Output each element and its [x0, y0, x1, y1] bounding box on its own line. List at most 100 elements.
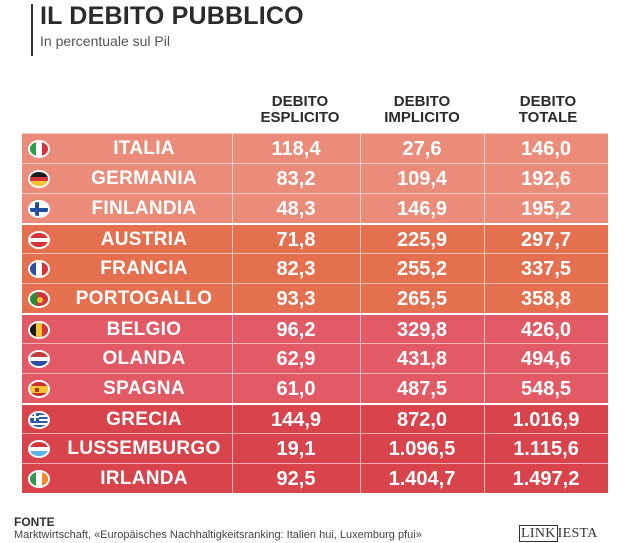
flag-cell — [22, 464, 56, 494]
debt-table: ITALIA 118,4 27,6 146,0 GERMANIA 83,2 109,4 192… — [22, 133, 608, 494]
column-divider — [484, 284, 485, 314]
country-name: IRLANDA — [100, 468, 188, 489]
column-divider — [360, 284, 361, 314]
value-totale: 146,0 — [520, 138, 572, 160]
table-row: SPAGNA 61,0 487,5 548,5 — [22, 373, 608, 404]
country-name: LUSSEMBURGO — [67, 438, 221, 459]
value-implicito: 1.404,7 — [388, 468, 456, 490]
flag-cell — [22, 254, 56, 284]
column-divider — [232, 225, 233, 255]
column-divider — [360, 434, 361, 464]
country-name: GRECIA — [106, 409, 182, 430]
value-totale: 494,6 — [520, 348, 572, 370]
value-esplicito: 96,2 — [276, 319, 316, 341]
column-divider — [360, 374, 361, 404]
flag-cell — [22, 405, 56, 435]
chart-title: IL DEBITO PUBBLICO — [40, 2, 304, 30]
column-divider — [484, 164, 485, 194]
value-totale: 426,0 — [520, 319, 572, 341]
value-esplicito: 48,3 — [276, 198, 316, 220]
column-divider — [232, 254, 233, 284]
country-name: OLANDA — [102, 348, 186, 369]
column-divider — [232, 374, 233, 404]
flag-cell — [22, 284, 56, 314]
column-divider — [484, 344, 485, 374]
flag-cell — [22, 434, 56, 464]
column-divider — [360, 134, 361, 164]
column-divider — [484, 225, 485, 255]
value-implicito: 146,9 — [396, 198, 448, 220]
table-row: GERMANIA 83,2 109,4 192,6 — [22, 163, 608, 194]
fr-flag-icon — [28, 260, 50, 278]
value-implicito: 27,6 — [402, 138, 442, 160]
value-esplicito: 118,4 — [271, 138, 321, 160]
table-row: FRANCIA 82,3 255,2 337,5 — [22, 253, 608, 284]
column-divider — [484, 374, 485, 404]
column-divider — [232, 344, 233, 374]
de-flag-icon — [28, 170, 50, 188]
column-divider — [232, 284, 233, 314]
value-esplicito: 82,3 — [276, 258, 316, 280]
column-header-totale: DEBITO TOTALE — [518, 93, 578, 126]
column-header-esplicito: DEBITO ESPLICITO — [260, 93, 340, 126]
column-divider — [232, 434, 233, 464]
column-divider — [360, 464, 361, 494]
table-row: BELGIO 96,2 329,8 426,0 — [22, 313, 608, 345]
column-divider — [232, 405, 233, 435]
value-totale: 192,6 — [520, 168, 572, 190]
country-name: FINLANDIA — [91, 198, 197, 219]
column-divider — [484, 405, 485, 435]
flag-cell — [22, 134, 56, 164]
column-divider — [484, 134, 485, 164]
value-implicito: 329,8 — [396, 319, 448, 341]
column-divider — [360, 254, 361, 284]
be-flag-icon — [28, 321, 50, 339]
flag-cell — [22, 374, 56, 404]
table-row: IRLANDA 92,5 1.404,7 1.497,2 — [22, 463, 608, 494]
column-divider — [360, 194, 361, 224]
value-totale: 297,7 — [520, 229, 572, 251]
flag-cell — [22, 164, 56, 194]
title-accent-bar — [31, 4, 33, 56]
column-divider — [360, 225, 361, 255]
column-divider — [360, 315, 361, 345]
flag-cell — [22, 344, 56, 374]
column-divider — [232, 164, 233, 194]
column-divider — [484, 254, 485, 284]
value-esplicito: 71,8 — [276, 229, 316, 251]
value-implicito: 225,9 — [396, 229, 448, 251]
country-name: GERMANIA — [91, 168, 197, 189]
country-name: PORTOGALLO — [75, 288, 213, 309]
value-implicito: 487,5 — [396, 378, 448, 400]
value-totale: 358,8 — [520, 288, 572, 310]
it-flag-icon — [28, 140, 50, 158]
value-esplicito: 61,0 — [276, 378, 316, 400]
source-text: Marktwirtschaft, «Europäisches Nachhalti… — [14, 529, 422, 541]
country-name: ITALIA — [113, 138, 175, 159]
value-totale: 1.115,6 — [513, 438, 579, 460]
value-totale: 337,5 — [520, 258, 572, 280]
column-header-implicito: DEBITO IMPLICITO — [384, 93, 460, 126]
value-totale: 548,5 — [520, 378, 572, 400]
table-row: GRECIA 144,9 872,0 1.016,9 — [22, 403, 608, 435]
es-flag-icon — [28, 380, 50, 398]
flag-cell — [22, 194, 56, 224]
value-totale: 1.497,2 — [512, 468, 580, 490]
value-implicito: 1.096,5 — [388, 438, 456, 460]
table-row: ITALIA 118,4 27,6 146,0 — [22, 133, 608, 164]
column-divider — [360, 344, 361, 374]
value-esplicito: 93,3 — [276, 288, 316, 310]
linkiesta-logo: LINK IESTA — [519, 525, 598, 542]
table-row: FINLANDIA 48,3 146,9 195,2 — [22, 193, 608, 224]
country-name: SPAGNA — [103, 378, 185, 399]
source-label: FONTE — [14, 515, 55, 529]
value-implicito: 431,8 — [396, 348, 448, 370]
gr-flag-icon — [28, 411, 50, 429]
table-row: OLANDA 62,9 431,8 494,6 — [22, 343, 608, 374]
fi-flag-icon — [28, 200, 50, 218]
column-divider — [484, 194, 485, 224]
column-divider — [484, 315, 485, 345]
column-divider — [360, 405, 361, 435]
value-implicito: 109,4 — [396, 168, 448, 190]
lu-flag-icon — [28, 440, 50, 458]
